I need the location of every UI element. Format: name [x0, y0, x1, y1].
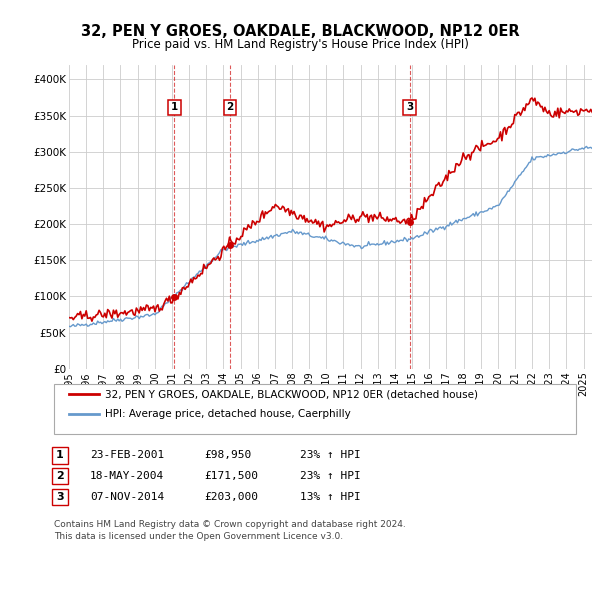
Text: 32, PEN Y GROES, OAKDALE, BLACKWOOD, NP12 0ER (detached house): 32, PEN Y GROES, OAKDALE, BLACKWOOD, NP1… [105, 389, 478, 399]
Text: 23-FEB-2001: 23-FEB-2001 [90, 451, 164, 460]
Text: 32, PEN Y GROES, OAKDALE, BLACKWOOD, NP12 0ER: 32, PEN Y GROES, OAKDALE, BLACKWOOD, NP1… [80, 24, 520, 38]
Text: 3: 3 [406, 103, 413, 113]
Text: 2: 2 [56, 471, 64, 481]
Text: Price paid vs. HM Land Registry's House Price Index (HPI): Price paid vs. HM Land Registry's House … [131, 38, 469, 51]
Text: 23% ↑ HPI: 23% ↑ HPI [300, 471, 361, 481]
Text: 23% ↑ HPI: 23% ↑ HPI [300, 451, 361, 460]
Text: 1: 1 [171, 103, 178, 113]
Text: £203,000: £203,000 [204, 492, 258, 502]
Text: £98,950: £98,950 [204, 451, 251, 460]
Text: 13% ↑ HPI: 13% ↑ HPI [300, 492, 361, 502]
Text: HPI: Average price, detached house, Caerphilly: HPI: Average price, detached house, Caer… [105, 409, 351, 419]
Text: This data is licensed under the Open Government Licence v3.0.: This data is licensed under the Open Gov… [54, 532, 343, 541]
Text: Contains HM Land Registry data © Crown copyright and database right 2024.: Contains HM Land Registry data © Crown c… [54, 520, 406, 529]
Text: £171,500: £171,500 [204, 471, 258, 481]
Text: 2: 2 [226, 103, 233, 113]
Text: 18-MAY-2004: 18-MAY-2004 [90, 471, 164, 481]
Text: 07-NOV-2014: 07-NOV-2014 [90, 492, 164, 502]
Text: 1: 1 [56, 451, 64, 460]
Text: 3: 3 [56, 492, 64, 502]
